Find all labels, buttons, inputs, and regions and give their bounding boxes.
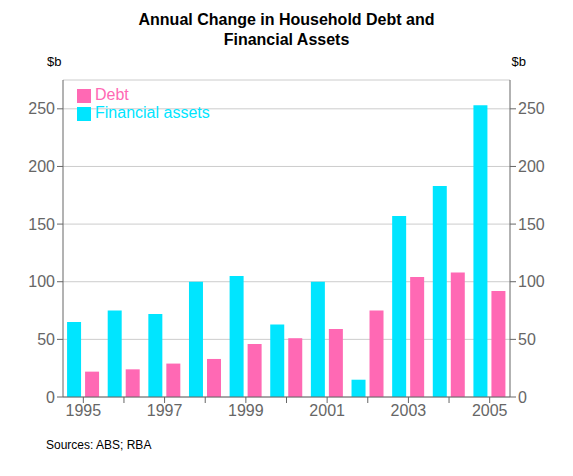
svg-text:1997: 1997	[147, 402, 183, 419]
html-text:Sources: ABS; RBA: Sources: ABS; RBA	[46, 438, 152, 452]
html-text:Annual Change in Household Deb: Annual Change in Household Debt and Fina…	[138, 11, 435, 48]
svg-text:0: 0	[46, 389, 55, 406]
svg-text:250: 250	[518, 100, 545, 117]
svg-text:1995: 1995	[66, 402, 102, 419]
html-text:Debt: Debt	[95, 86, 129, 103]
svg-text:2001: 2001	[309, 402, 345, 419]
svg-text:150: 150	[518, 216, 545, 233]
svg-text:2003: 2003	[391, 402, 427, 419]
svg-text:1999: 1999	[228, 402, 264, 419]
svg-text:200: 200	[518, 158, 545, 175]
html-text:$b: $b	[511, 54, 526, 69]
svg-text:0: 0	[518, 389, 527, 406]
svg-text:2005: 2005	[472, 402, 508, 419]
svg-text:50: 50	[37, 331, 55, 348]
svg-text:200: 200	[28, 158, 55, 175]
svg-text:100: 100	[28, 273, 55, 290]
svg-text:250: 250	[28, 100, 55, 117]
html-text:Financial assets: Financial assets	[95, 104, 210, 121]
svg-text:50: 50	[518, 331, 536, 348]
svg-text:150: 150	[28, 216, 55, 233]
svg-text:100: 100	[518, 273, 545, 290]
html-text:$b: $b	[47, 54, 62, 69]
